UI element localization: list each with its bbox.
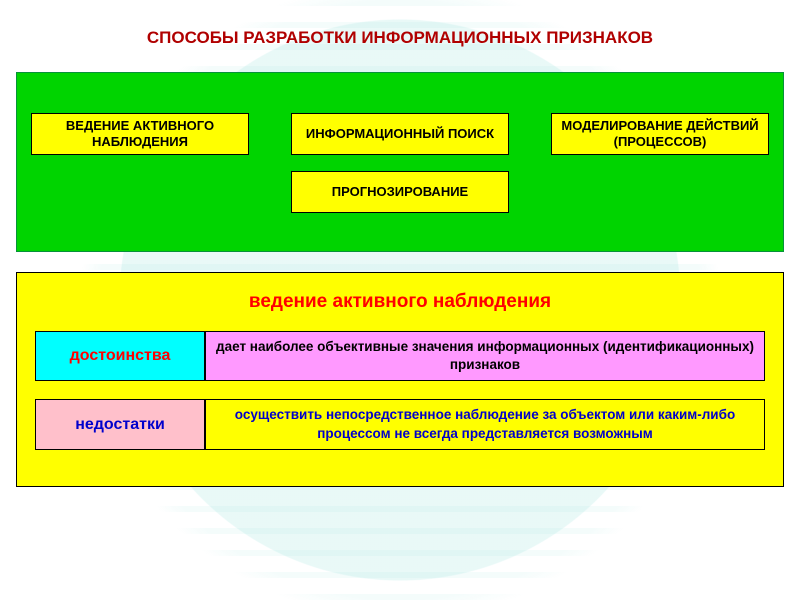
methods-box: ВЕДЕНИЕ АКТИВНОГО НАБЛЮДЕНИЯ ИНФОРМАЦИОН…	[16, 72, 784, 252]
disadvantage-row: недостатки осуществить непосредственное …	[35, 399, 765, 449]
detail-panel: ведение активного наблюдения достоинства…	[16, 272, 784, 487]
page-title: СПОСОБЫ РАЗРАБОТКИ ИНФОРМАЦИОННЫХ ПРИЗНА…	[16, 28, 784, 48]
disadvantage-text: осуществить непосредственное наблюдение …	[205, 399, 765, 449]
slide-root: СПОСОБЫ РАЗРАБОТКИ ИНФОРМАЦИОННЫХ ПРИЗНА…	[0, 0, 800, 600]
method-card-forecasting: ПРОГНОЗИРОВАНИЕ	[291, 171, 509, 213]
disadvantage-label: недостатки	[35, 399, 205, 449]
methods-row-1: ВЕДЕНИЕ АКТИВНОГО НАБЛЮДЕНИЯ ИНФОРМАЦИОН…	[31, 113, 769, 155]
methods-row-2: ПРОГНОЗИРОВАНИЕ	[31, 171, 769, 213]
method-card-info-search: ИНФОРМАЦИОННЫЙ ПОИСК	[291, 113, 509, 155]
detail-heading: ведение активного наблюдения	[35, 291, 765, 313]
advantage-text: дает наиболее объективные значения инфор…	[205, 331, 765, 381]
advantage-row: достоинства дает наиболее объективные зн…	[35, 331, 765, 381]
method-card-active-observation: ВЕДЕНИЕ АКТИВНОГО НАБЛЮДЕНИЯ	[31, 113, 249, 155]
advantage-label: достоинства	[35, 331, 205, 381]
method-card-modeling: МОДЕЛИРОВАНИЕ ДЕЙСТВИЙ (ПРОЦЕССОВ)	[551, 113, 769, 155]
